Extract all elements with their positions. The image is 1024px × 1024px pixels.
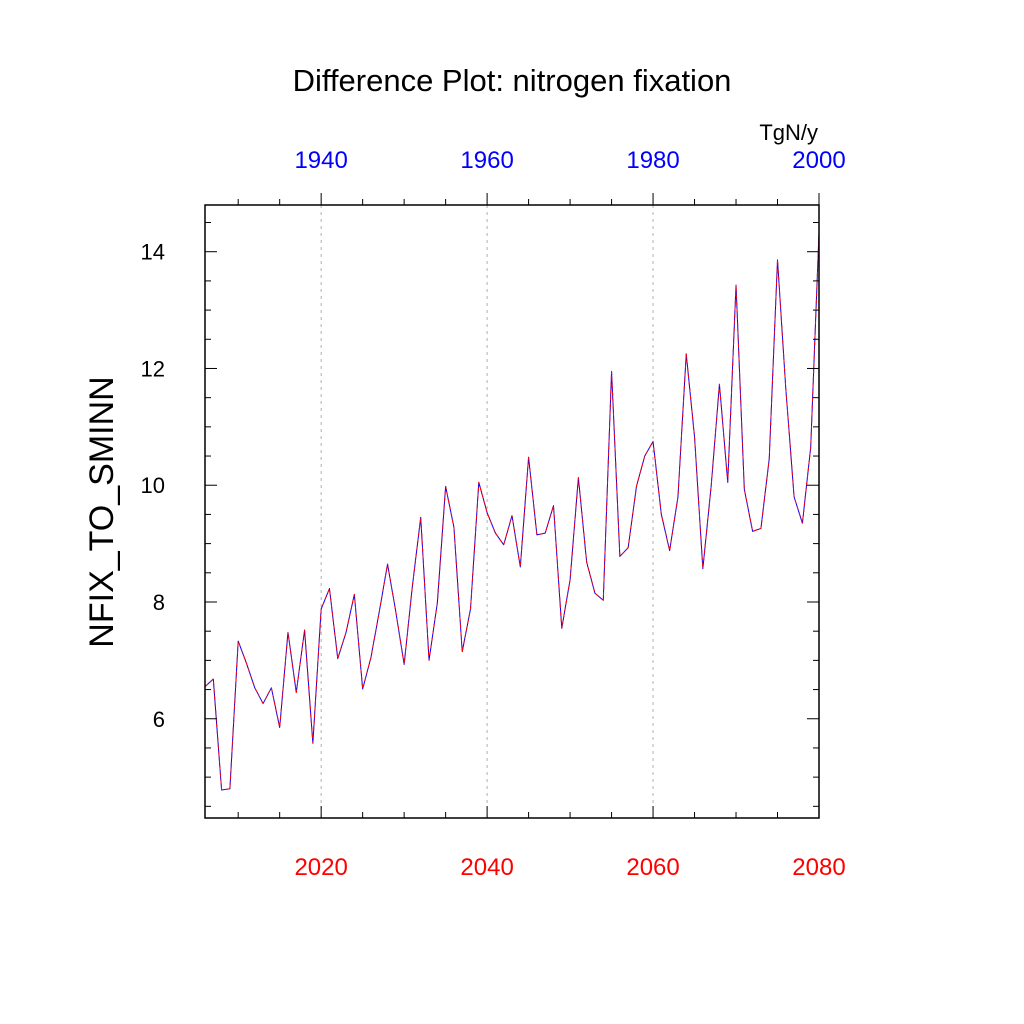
series-group — [204, 232, 820, 791]
x-tick-label-bottom: 2040 — [460, 854, 513, 881]
x-tick-label-bottom: 2080 — [792, 854, 845, 881]
y-tick-label: 12 — [141, 356, 165, 381]
series-line-blue — [204, 232, 820, 791]
plot-frame — [204, 204, 820, 819]
units-label: TgN/y — [759, 120, 818, 145]
y-axis-label: NFIX_TO_SMINN — [83, 376, 121, 647]
y-tick-label: 14 — [141, 240, 165, 265]
y-tick-label: 8 — [153, 590, 165, 615]
x-tick-label-top: 1960 — [460, 147, 513, 174]
y-tick-label: 10 — [141, 473, 165, 498]
y-tick-label: 6 — [153, 707, 165, 732]
x-tick-label-bottom: 2020 — [294, 854, 347, 881]
chart-title: Difference Plot: nitrogen fixation — [293, 63, 732, 98]
x-tick-label-top: 1940 — [294, 147, 347, 174]
axes-group: 6 8 10 12 14 2020 2040 2060 2080 1940 1960 1980 2000 — [141, 147, 846, 881]
series-line-red — [204, 232, 820, 791]
x-tick-label-top: 1980 — [626, 147, 679, 174]
x-tick-label-bottom: 2060 — [626, 854, 679, 881]
x-tick-label-top: 2000 — [792, 147, 845, 174]
